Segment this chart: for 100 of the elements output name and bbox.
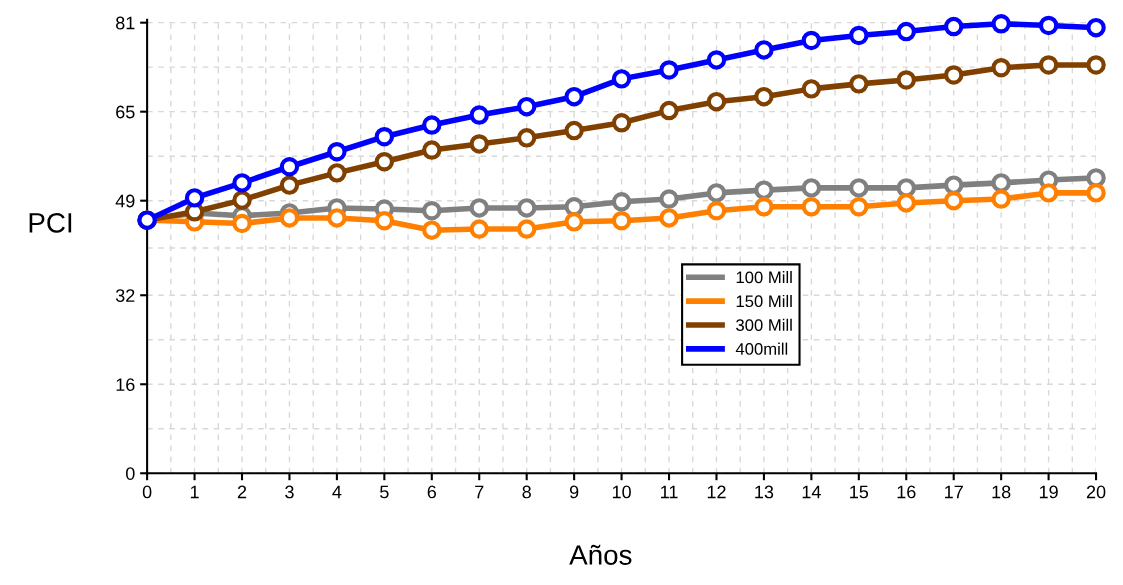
- x-tick-label: 6: [427, 485, 437, 499]
- point: [849, 74, 869, 94]
- point: [659, 189, 679, 209]
- point: [422, 140, 442, 160]
- point: [659, 208, 679, 228]
- point: [991, 58, 1011, 78]
- x-tick-label: 8: [522, 485, 531, 499]
- point: [1038, 15, 1059, 36]
- x-tick-label: 10: [612, 485, 631, 499]
- x-tick-label: 16: [897, 485, 916, 499]
- point: [611, 192, 632, 212]
- point: [564, 197, 584, 217]
- point: [896, 70, 916, 90]
- point: [611, 69, 632, 89]
- point: [327, 208, 347, 228]
- point: [1086, 55, 1106, 75]
- y-tick-label: 65: [116, 105, 135, 119]
- x-tick-label: 18: [992, 485, 1011, 499]
- point: [516, 128, 537, 148]
- point: [279, 208, 300, 228]
- point: [469, 134, 489, 154]
- point: [754, 180, 774, 200]
- point: [611, 210, 632, 231]
- legend-label: 150 Mill: [736, 294, 792, 308]
- point: [374, 152, 395, 172]
- point: [184, 188, 205, 208]
- point: [232, 173, 252, 193]
- x-tick-label: 5: [380, 485, 389, 499]
- point: [991, 189, 1011, 209]
- point: [374, 210, 395, 231]
- x-tick-label: 19: [1039, 485, 1058, 499]
- point: [469, 198, 489, 218]
- x-tick-label: 1: [190, 485, 199, 499]
- point: [469, 105, 489, 125]
- legend-label: 300 Mill: [736, 318, 792, 331]
- point: [754, 86, 774, 107]
- y-tick-label: 0: [125, 467, 135, 480]
- point: [849, 178, 869, 198]
- y-tick-label: 16: [116, 378, 135, 391]
- y-axis-title: PCI: [29, 213, 72, 233]
- point: [469, 219, 489, 239]
- point: [327, 163, 347, 183]
- legend-label: 100 Mill: [736, 271, 792, 284]
- x-tick-label: 9: [569, 485, 579, 499]
- point: [374, 126, 395, 147]
- point: [801, 30, 822, 51]
- point: [422, 220, 442, 240]
- point: [706, 200, 727, 221]
- point: [991, 14, 1011, 34]
- point: [1038, 55, 1059, 75]
- point: [754, 197, 774, 217]
- x-tick-label: 2: [237, 485, 247, 499]
- point: [659, 100, 679, 121]
- point: [706, 91, 727, 112]
- point: [754, 40, 774, 60]
- point: [564, 120, 584, 141]
- point: [1086, 183, 1106, 203]
- x-tick-label: 7: [475, 485, 484, 499]
- point: [516, 96, 537, 117]
- point: [1086, 168, 1106, 188]
- y-tick-label: 81: [116, 16, 135, 30]
- point: [279, 175, 300, 195]
- x-tick-label: 0: [142, 485, 152, 499]
- point: [801, 197, 822, 217]
- point: [849, 25, 869, 46]
- point: [564, 212, 584, 232]
- point: [943, 65, 964, 85]
- point: [896, 178, 916, 198]
- point: [801, 178, 822, 198]
- point: [943, 190, 964, 211]
- point: [232, 190, 252, 210]
- x-axis-title: Años: [569, 544, 632, 565]
- point: [896, 21, 916, 42]
- point: [564, 86, 584, 107]
- point: [1038, 183, 1059, 203]
- x-tick-label: 12: [707, 485, 726, 499]
- point: [232, 213, 252, 234]
- point: [611, 113, 632, 133]
- x-tick-label: 13: [755, 485, 774, 499]
- x-tick-label: 14: [802, 485, 821, 499]
- x-tick-label: 17: [945, 485, 963, 499]
- x-tick-label: 3: [285, 485, 294, 499]
- y-tick-label: 32: [115, 289, 135, 302]
- x-tick-label: 11: [661, 485, 678, 499]
- x-tick-label: 20: [1086, 485, 1106, 499]
- point: [801, 79, 822, 99]
- point: [943, 16, 964, 37]
- y-tick-label: 49: [115, 194, 135, 208]
- point: [327, 142, 347, 162]
- point: [422, 115, 442, 135]
- x-tick-label: 4: [332, 485, 342, 499]
- point: [896, 193, 916, 213]
- point: [991, 173, 1011, 193]
- point: [516, 198, 537, 218]
- legend-label: 400mill: [735, 342, 788, 355]
- point: [422, 200, 442, 221]
- point: [516, 219, 537, 239]
- point: [849, 197, 869, 217]
- point: [279, 157, 300, 177]
- point: [706, 183, 727, 203]
